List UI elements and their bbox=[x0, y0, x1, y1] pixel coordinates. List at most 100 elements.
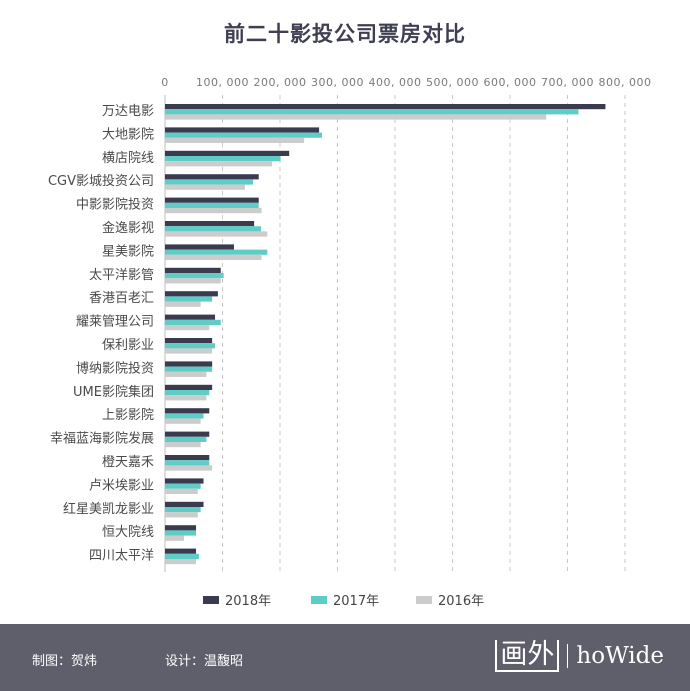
bar-2016年 bbox=[165, 137, 305, 143]
legend-item: 2017年 bbox=[311, 590, 379, 609]
bar-2018年 bbox=[165, 338, 213, 344]
bar-chart: 0 100, 000 200, 000 300, 000 400, 000 500, 00… bbox=[48, 76, 651, 572]
bar-2016年 bbox=[165, 208, 262, 214]
bar-2017年 bbox=[165, 226, 262, 232]
legend-item: 2018年 bbox=[203, 590, 271, 609]
brand-logo: 画外 hoWide bbox=[495, 638, 664, 674]
bar-2016年 bbox=[165, 465, 213, 471]
bar-2018年 bbox=[165, 244, 234, 250]
bar-2018年 bbox=[165, 548, 197, 554]
bar-2018年 bbox=[165, 174, 259, 180]
bar-2016年 bbox=[165, 114, 547, 120]
bar-2016年 bbox=[165, 442, 201, 448]
legend-swatch bbox=[416, 595, 432, 604]
bar-2017年 bbox=[165, 483, 201, 489]
brand-en: hoWide bbox=[576, 643, 664, 669]
bar-2018年 bbox=[165, 291, 218, 297]
bar-2018年 bbox=[165, 197, 259, 203]
category-label: 耀莱管理公司 bbox=[76, 315, 154, 330]
category-label: 恒大院线 bbox=[102, 525, 154, 540]
bar-2018年 bbox=[165, 221, 255, 227]
bar-2017年 bbox=[165, 156, 281, 162]
category-label: 星美影院 bbox=[102, 244, 154, 259]
legend-swatch bbox=[203, 595, 219, 604]
bar-2018年 bbox=[165, 431, 210, 437]
x-tick-label: 400, 000 bbox=[369, 76, 422, 89]
bar-2018年 bbox=[165, 314, 216, 320]
category-label: 四川太平洋 bbox=[89, 549, 154, 564]
bars bbox=[165, 104, 606, 565]
bar-2017年 bbox=[165, 132, 322, 138]
category-label: 香港百老汇 bbox=[89, 291, 154, 306]
category-label: 横店院线 bbox=[102, 151, 154, 166]
bar-2017年 bbox=[165, 343, 216, 349]
bar-2016年 bbox=[165, 278, 221, 284]
chart-title: 前二十影投公司票房对比 bbox=[224, 22, 466, 46]
bar-2017年 bbox=[165, 273, 224, 279]
category-label: 大地影院 bbox=[102, 127, 154, 142]
bar-2016年 bbox=[165, 254, 262, 260]
bar-2016年 bbox=[165, 231, 268, 237]
bar-2017年 bbox=[165, 179, 253, 185]
x-tick-label: 500, 000 bbox=[426, 76, 479, 89]
category-label: 太平洋影管 bbox=[89, 268, 154, 283]
legend: 2018年 2017年 2016年 bbox=[0, 590, 690, 614]
bar-2017年 bbox=[165, 390, 210, 396]
bar-2016年 bbox=[165, 325, 210, 331]
category-label: 保利影业 bbox=[102, 338, 154, 353]
bar-2016年 bbox=[165, 301, 201, 307]
x-tick-label: 800, 000 bbox=[599, 76, 652, 89]
bar-2017年 bbox=[165, 413, 204, 419]
credit-maker: 制图：贺炜 bbox=[32, 654, 98, 669]
category-label: 上影影院 bbox=[102, 408, 154, 423]
bar-2017年 bbox=[165, 202, 259, 208]
bar-2017年 bbox=[165, 507, 201, 513]
bar-2018年 bbox=[165, 127, 320, 133]
bar-2017年 bbox=[165, 319, 221, 325]
bar-2018年 bbox=[165, 478, 204, 484]
bar-2017年 bbox=[165, 460, 210, 466]
credit-designer: 设计：温馥昭 bbox=[165, 654, 244, 669]
bar-2016年 bbox=[165, 559, 197, 565]
legend-label: 2018年 bbox=[225, 594, 272, 609]
x-tick-label: 700, 000 bbox=[541, 76, 594, 89]
x-axis-ticks: 0 100, 000 200, 000 300, 000 400, 000 500, 00… bbox=[161, 76, 651, 89]
bar-2018年 bbox=[165, 455, 210, 461]
footer: 制图：贺炜 设计：温馥昭 画外 hoWide bbox=[0, 624, 690, 691]
bar-2018年 bbox=[165, 384, 213, 390]
bar-2017年 bbox=[165, 553, 199, 559]
category-label: CGV影城投资公司 bbox=[48, 173, 154, 189]
bar-2018年 bbox=[165, 267, 221, 273]
bar-2017年 bbox=[165, 296, 213, 302]
bar-2016年 bbox=[165, 395, 207, 401]
brand-divider bbox=[567, 644, 569, 668]
bar-2016年 bbox=[165, 371, 207, 377]
legend-item: 2016年 bbox=[416, 590, 484, 609]
bar-2018年 bbox=[165, 408, 210, 414]
legend-label: 2017年 bbox=[333, 594, 380, 609]
bar-2017年 bbox=[165, 436, 207, 442]
bar-2016年 bbox=[165, 488, 198, 494]
category-label: 红星美凯龙影业 bbox=[63, 501, 154, 517]
category-label: 卢米埃影业 bbox=[89, 477, 154, 493]
category-label: 博纳影院投资 bbox=[76, 360, 154, 376]
bar-2016年 bbox=[165, 161, 272, 167]
x-tick-label: 0 bbox=[161, 76, 169, 89]
bar-2018年 bbox=[165, 150, 290, 156]
category-label: 万达电影 bbox=[102, 104, 154, 119]
x-tick-label: 600, 000 bbox=[484, 76, 537, 89]
bar-2016年 bbox=[165, 418, 201, 424]
brand-cn: 画外 bbox=[495, 640, 560, 672]
grid-lines bbox=[222, 95, 626, 572]
bar-2018年 bbox=[165, 501, 204, 507]
bar-2016年 bbox=[165, 512, 198, 518]
category-label: UME影院集团 bbox=[73, 384, 154, 400]
category-label: 金逸影视 bbox=[102, 220, 154, 236]
x-tick-label: 300, 000 bbox=[311, 76, 364, 89]
category-label: 橙天嘉禾 bbox=[102, 455, 154, 470]
bar-2017年 bbox=[165, 366, 213, 372]
bar-2017年 bbox=[165, 249, 268, 255]
bar-2018年 bbox=[165, 525, 197, 531]
bar-2018年 bbox=[165, 361, 213, 367]
